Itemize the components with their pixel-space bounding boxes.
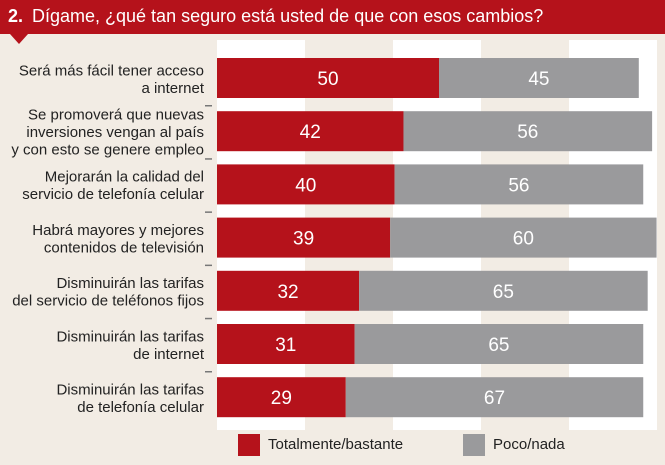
legend-swatch-primary	[238, 434, 260, 456]
legend-swatch-secondary	[463, 434, 485, 456]
legend-item-primary: Totalmente/bastante	[238, 434, 403, 456]
data-label-primary-1: 50	[317, 69, 338, 90]
chart-title-bar: 2. Dígame, ¿qué tan seguro está usted de…	[0, 0, 665, 34]
category-label-4-1: Habrá mayores y mejores	[32, 222, 204, 239]
legend-item-secondary: Poco/nada	[463, 434, 565, 456]
bar-secondary-1	[439, 58, 639, 98]
row-separator-1	[205, 105, 212, 107]
data-label-secondary-1: 45	[528, 69, 549, 90]
row-separator-5	[205, 317, 212, 320]
bar-secondary-3	[394, 164, 644, 205]
data-label-primary-2: 42	[300, 122, 321, 143]
data-label-secondary-2: 56	[517, 122, 538, 143]
bar-primary-5	[217, 270, 360, 311]
bar-secondary-6	[354, 324, 644, 364]
data-label-primary-4: 39	[293, 229, 314, 250]
data-label-secondary-5: 65	[493, 282, 514, 303]
data-label-primary-3: 40	[295, 175, 316, 196]
category-label-3-2: servicio de telefonía celular	[22, 186, 204, 203]
data-label-primary-6: 31	[275, 335, 296, 356]
question-number: 2.	[8, 6, 24, 26]
legend-label-primary: Totalmente/bastante	[268, 435, 404, 453]
bar-primary-1	[217, 58, 439, 98]
category-label-2-1: Se promoverá que nuevas	[28, 107, 204, 124]
data-label-primary-7: 29	[271, 388, 292, 409]
row-separator-3	[205, 211, 212, 213]
category-label-6-2: de internet	[133, 346, 205, 363]
category-label-2-2: inversiones vengan al país	[26, 124, 204, 141]
chart-title: Dígame, ¿qué tan seguro está usted de qu…	[32, 6, 544, 26]
category-label-1-1: Será más fácil tener acceso	[19, 62, 204, 79]
bar-primary-6	[217, 324, 355, 364]
title-notch	[10, 34, 28, 44]
data-label-secondary-3: 56	[508, 175, 529, 196]
data-label-secondary-6: 65	[488, 335, 509, 356]
bar-secondary-5	[359, 270, 648, 311]
bar-primary-4	[217, 217, 391, 258]
row-separator-2	[205, 158, 212, 160]
bar-primary-7	[217, 377, 346, 418]
data-label-secondary-4: 60	[513, 229, 534, 250]
legend-label-secondary: Poco/nada	[493, 435, 565, 453]
category-label-2-3: y con esto se genere empleo	[11, 142, 204, 159]
category-label-1-2: a internet	[141, 80, 204, 97]
data-label-primary-5: 32	[277, 282, 298, 303]
row-separator-6	[205, 371, 212, 373]
category-label-6-1: Disminuirán las tarifas	[56, 328, 204, 345]
bar-primary-3	[217, 164, 395, 205]
row-separator-4	[205, 264, 212, 267]
bar-secondary-4	[390, 217, 657, 258]
category-label-7-1: Disminuirán las tarifas	[56, 381, 204, 398]
bar-primary-2	[217, 111, 404, 152]
category-label-5-2: del servicio de teléfonos fijos	[12, 293, 204, 310]
data-label-secondary-7: 67	[484, 388, 505, 409]
bar-secondary-2	[403, 111, 653, 152]
category-label-3-1: Mejorarán la calidad del	[45, 169, 204, 186]
category-label-4-2: contenidos de televisión	[44, 239, 204, 256]
bar-secondary-7	[345, 377, 644, 418]
category-label-7-2: de telefonía celular	[77, 399, 204, 416]
category-label-5-1: Disminuirán las tarifas	[56, 275, 204, 292]
